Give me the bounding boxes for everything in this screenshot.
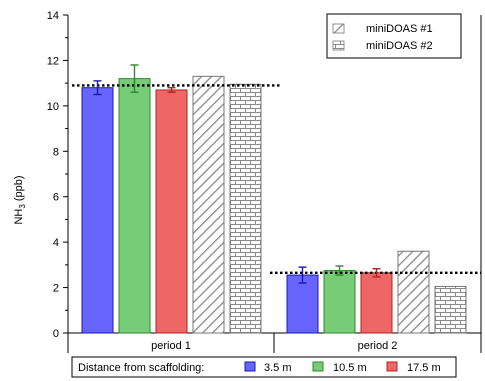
- bar-minidoas-2-period-2: [434, 285, 467, 334]
- bar-3-5-m-period-2: [286, 274, 319, 334]
- legend-doas: miniDOAS #1 miniDOAS #2: [326, 13, 462, 59]
- legend-label-10-5m: 10.5 m: [333, 362, 367, 374]
- legend-doas1-label: miniDOAS #1: [366, 23, 433, 35]
- legend-swatch-10-5m: [312, 361, 324, 372]
- legend-doas-box: [326, 13, 462, 59]
- y-tick-label-2: 2: [53, 283, 59, 295]
- legend-doas1-swatch: [332, 23, 345, 34]
- legend-label-3-5m: 3.5 m: [264, 362, 292, 374]
- bar-17-5-m-period-1: [155, 89, 188, 334]
- legend-doas2-label: miniDOAS #2: [366, 40, 433, 52]
- bar-minidoas-1-period-2: [397, 250, 430, 334]
- bar-17-5-m-period-2: [360, 272, 393, 334]
- bar-3-5-m-period-1: [81, 87, 114, 334]
- y-tick-label-14: 14: [47, 10, 59, 22]
- bar-10-5-m-period-1: [118, 78, 151, 334]
- y-tick-label-0: 0: [53, 328, 59, 340]
- category-label-period-1: period 1: [151, 340, 191, 352]
- legend-distance-title: Distance from scaffolding:: [78, 362, 204, 374]
- legend-distance-box: [71, 356, 457, 378]
- legend-swatch-3-5m: [244, 361, 256, 372]
- y-tick-label-10: 10: [47, 101, 59, 113]
- y-axis-label: NH3 (ppb): [13, 175, 27, 224]
- category-label-period-2: period 2: [358, 340, 398, 352]
- bar-10-5-m-period-2: [323, 270, 356, 334]
- y-tick-label-12: 12: [47, 55, 59, 67]
- y-tick-label-4: 4: [53, 237, 59, 249]
- bar-minidoas-2-period-1: [229, 83, 262, 334]
- legend-label-17-5m: 17.5 m: [407, 362, 441, 374]
- y-tick-label-6: 6: [53, 192, 59, 204]
- legend-doas2-swatch: [332, 40, 345, 51]
- legend-swatch-17-5m: [386, 361, 398, 372]
- bar-minidoas-1-period-1: [192, 75, 225, 334]
- y-tick-label-8: 8: [53, 146, 59, 158]
- legend-distance: Distance from scaffolding: 3.5 m 10.5 m …: [71, 356, 457, 378]
